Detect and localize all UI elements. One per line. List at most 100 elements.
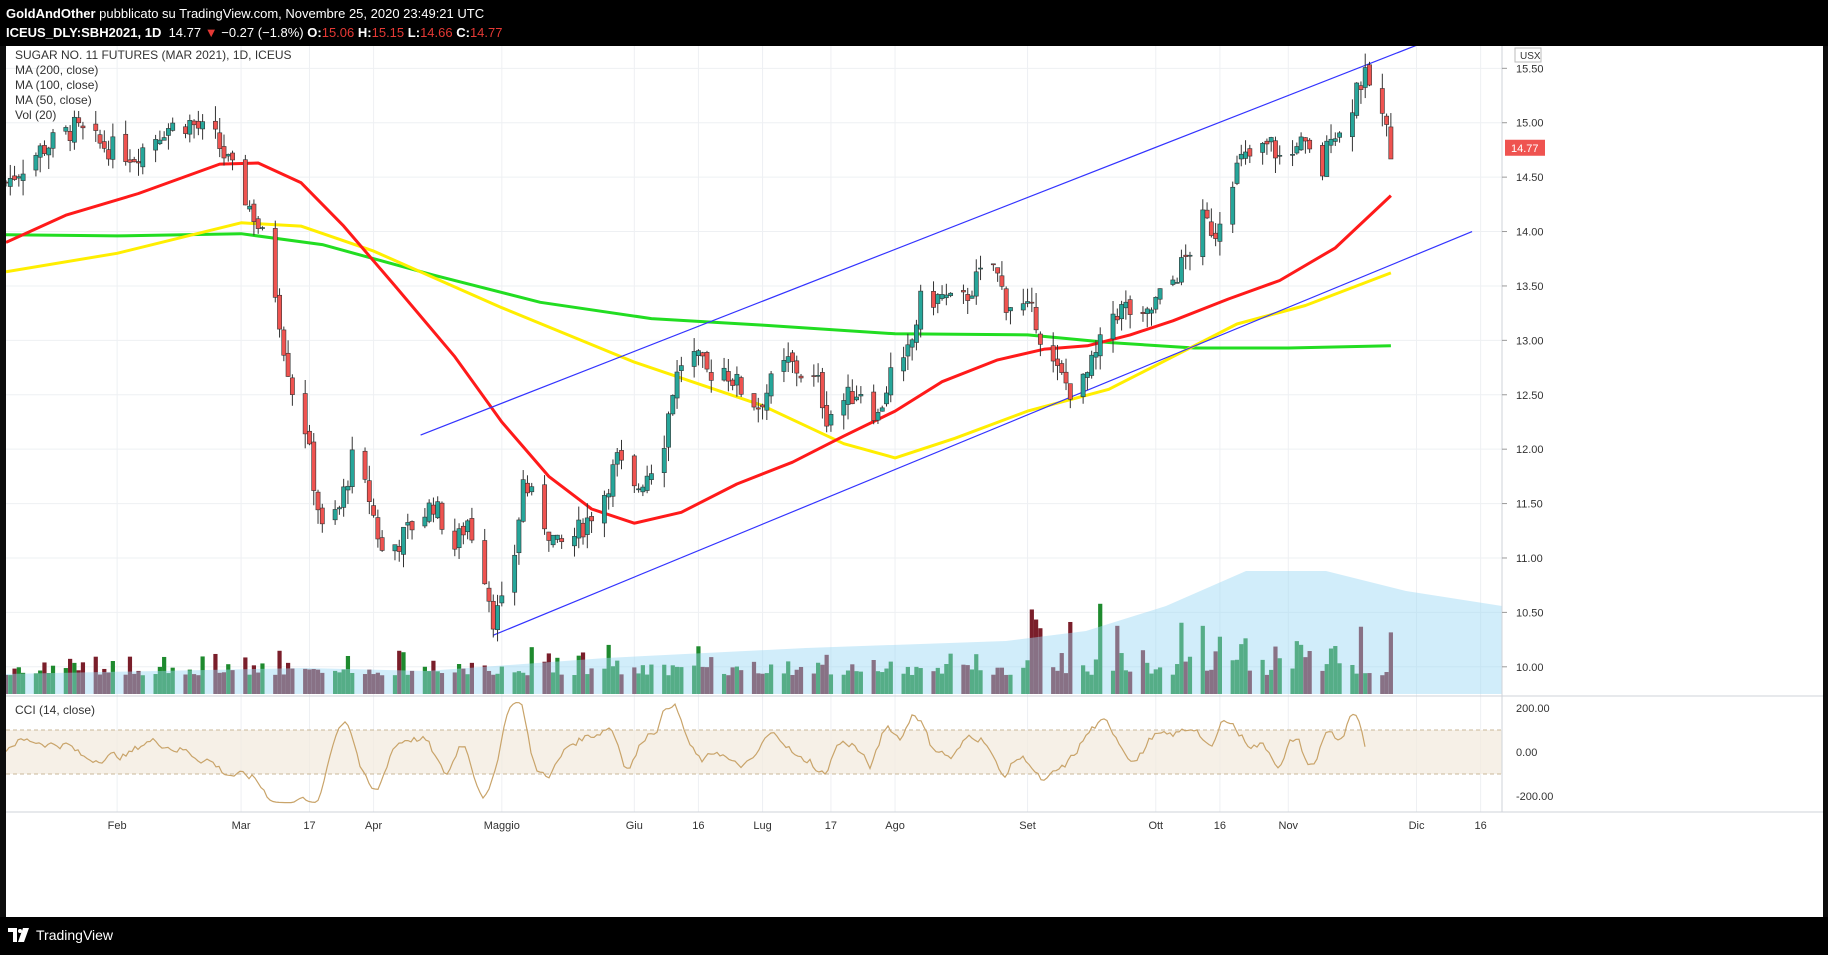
candle-body[interactable] <box>768 373 774 397</box>
candle-body[interactable] <box>550 534 556 546</box>
candle-body[interactable] <box>858 394 864 397</box>
candle-body[interactable] <box>281 329 287 356</box>
candle-body[interactable] <box>1008 307 1013 312</box>
candle-body[interactable] <box>1268 137 1274 143</box>
candle-body[interactable] <box>1080 373 1086 397</box>
candle-body[interactable] <box>1247 148 1253 157</box>
candle-body[interactable] <box>33 155 39 171</box>
candle-body[interactable] <box>606 493 612 498</box>
candle-body[interactable] <box>166 128 171 136</box>
candle-body[interactable] <box>401 526 406 555</box>
candle-body[interactable] <box>674 371 680 399</box>
candle-body[interactable] <box>106 149 111 160</box>
candle-body[interactable] <box>696 350 701 356</box>
candle-body[interactable] <box>725 371 731 382</box>
candle-body[interactable] <box>426 502 432 522</box>
candle-body[interactable] <box>37 145 43 158</box>
candle-body[interactable] <box>794 360 800 374</box>
candle-body[interactable] <box>465 520 471 533</box>
candle-body[interactable] <box>1290 154 1295 156</box>
candle-body[interactable] <box>614 452 620 465</box>
candle-body[interactable] <box>990 263 996 266</box>
candle-body[interactable] <box>1025 301 1030 304</box>
candle-body[interactable] <box>439 502 445 530</box>
candle-body[interactable] <box>760 404 765 408</box>
candle-body[interactable] <box>422 516 428 527</box>
candle-body[interactable] <box>1003 288 1009 313</box>
candle-body[interactable] <box>700 352 706 357</box>
candle-body[interactable] <box>1140 311 1146 314</box>
candle-body[interactable] <box>1328 138 1334 146</box>
candle-body[interactable] <box>16 176 22 179</box>
candle-body[interactable] <box>525 482 530 494</box>
candle-body[interactable] <box>225 154 231 157</box>
candle-body[interactable] <box>666 413 671 448</box>
candle-body[interactable] <box>1367 64 1372 86</box>
candle-body[interactable] <box>409 521 415 531</box>
candle-body[interactable] <box>935 294 941 304</box>
candle-body[interactable] <box>901 357 906 372</box>
candle-body[interactable] <box>1354 82 1360 116</box>
candle-body[interactable] <box>63 127 69 132</box>
legend-ma200[interactable]: MA (200, close) <box>15 63 99 77</box>
candle-body[interactable] <box>854 396 859 401</box>
candle-body[interactable] <box>336 507 342 510</box>
candle-body[interactable] <box>798 375 804 379</box>
candle-body[interactable] <box>636 488 641 491</box>
candle-body[interactable] <box>1277 155 1283 157</box>
candle-body[interactable] <box>1123 301 1129 309</box>
candle-body[interactable] <box>7 178 13 187</box>
candle-body[interactable] <box>520 479 526 522</box>
candle-body[interactable] <box>999 275 1005 287</box>
candle-body[interactable] <box>435 501 441 519</box>
candlesticks[interactable] <box>6 53 1394 642</box>
candle-body[interactable] <box>965 294 971 301</box>
candle-body[interactable] <box>943 294 949 299</box>
candle-body[interactable] <box>392 544 398 552</box>
candle-body[interactable] <box>97 134 103 144</box>
candle-body[interactable] <box>1337 132 1342 138</box>
candle-body[interactable] <box>909 339 915 348</box>
candle-body[interactable] <box>93 123 99 131</box>
candle-body[interactable] <box>1234 162 1240 184</box>
candle-body[interactable] <box>849 391 855 405</box>
price-axis[interactable]: 15.50 15.00 14.50 14.00 13.50 13.00 12.50 12.00… <box>1501 46 1545 812</box>
candle-body[interactable] <box>661 448 667 473</box>
candle-body[interactable] <box>247 205 253 210</box>
candle-body[interactable] <box>221 146 227 159</box>
candle-body[interactable] <box>272 228 278 298</box>
candle-body[interactable] <box>76 117 82 124</box>
candle-body[interactable] <box>131 159 137 163</box>
chart-area[interactable]: 200.00 0.00 -200.00 15.50 15.00 14.50 14.00 13… <box>6 46 1823 917</box>
candle-body[interactable] <box>1213 232 1219 239</box>
trend-channel[interactable] <box>420 46 1473 636</box>
candle-body[interactable] <box>708 372 714 381</box>
candle-body[interactable] <box>879 407 885 412</box>
legend-ma100[interactable]: MA (100, close) <box>15 78 99 92</box>
candle-body[interactable] <box>1093 352 1099 358</box>
candle-body[interactable] <box>1243 151 1248 159</box>
candle-body[interactable] <box>469 518 475 541</box>
candle-body[interactable] <box>67 131 73 142</box>
candle-body[interactable] <box>1362 67 1368 88</box>
candle-body[interactable] <box>1238 153 1244 160</box>
candle-body[interactable] <box>200 121 206 130</box>
legend-volume[interactable]: Vol (20) <box>15 108 57 122</box>
candle-body[interactable] <box>1358 85 1364 90</box>
candle-body[interactable] <box>730 379 736 386</box>
candle-body[interactable] <box>136 161 141 164</box>
candle-body[interactable] <box>157 139 163 145</box>
candle-body[interactable] <box>961 290 966 293</box>
candle-body[interactable] <box>764 392 770 411</box>
candle-body[interactable] <box>362 450 368 480</box>
candle-body[interactable] <box>995 267 1001 274</box>
candle-body[interactable] <box>42 145 47 154</box>
candle-body[interactable] <box>1084 372 1090 378</box>
candle-body[interactable] <box>460 525 466 536</box>
candle-body[interactable] <box>546 531 552 541</box>
candle-body[interactable] <box>1260 143 1266 153</box>
candle-body[interactable] <box>704 352 710 370</box>
candle-body[interactable] <box>1324 140 1330 177</box>
candle-body[interactable] <box>379 537 385 551</box>
candle-body[interactable] <box>277 294 282 330</box>
